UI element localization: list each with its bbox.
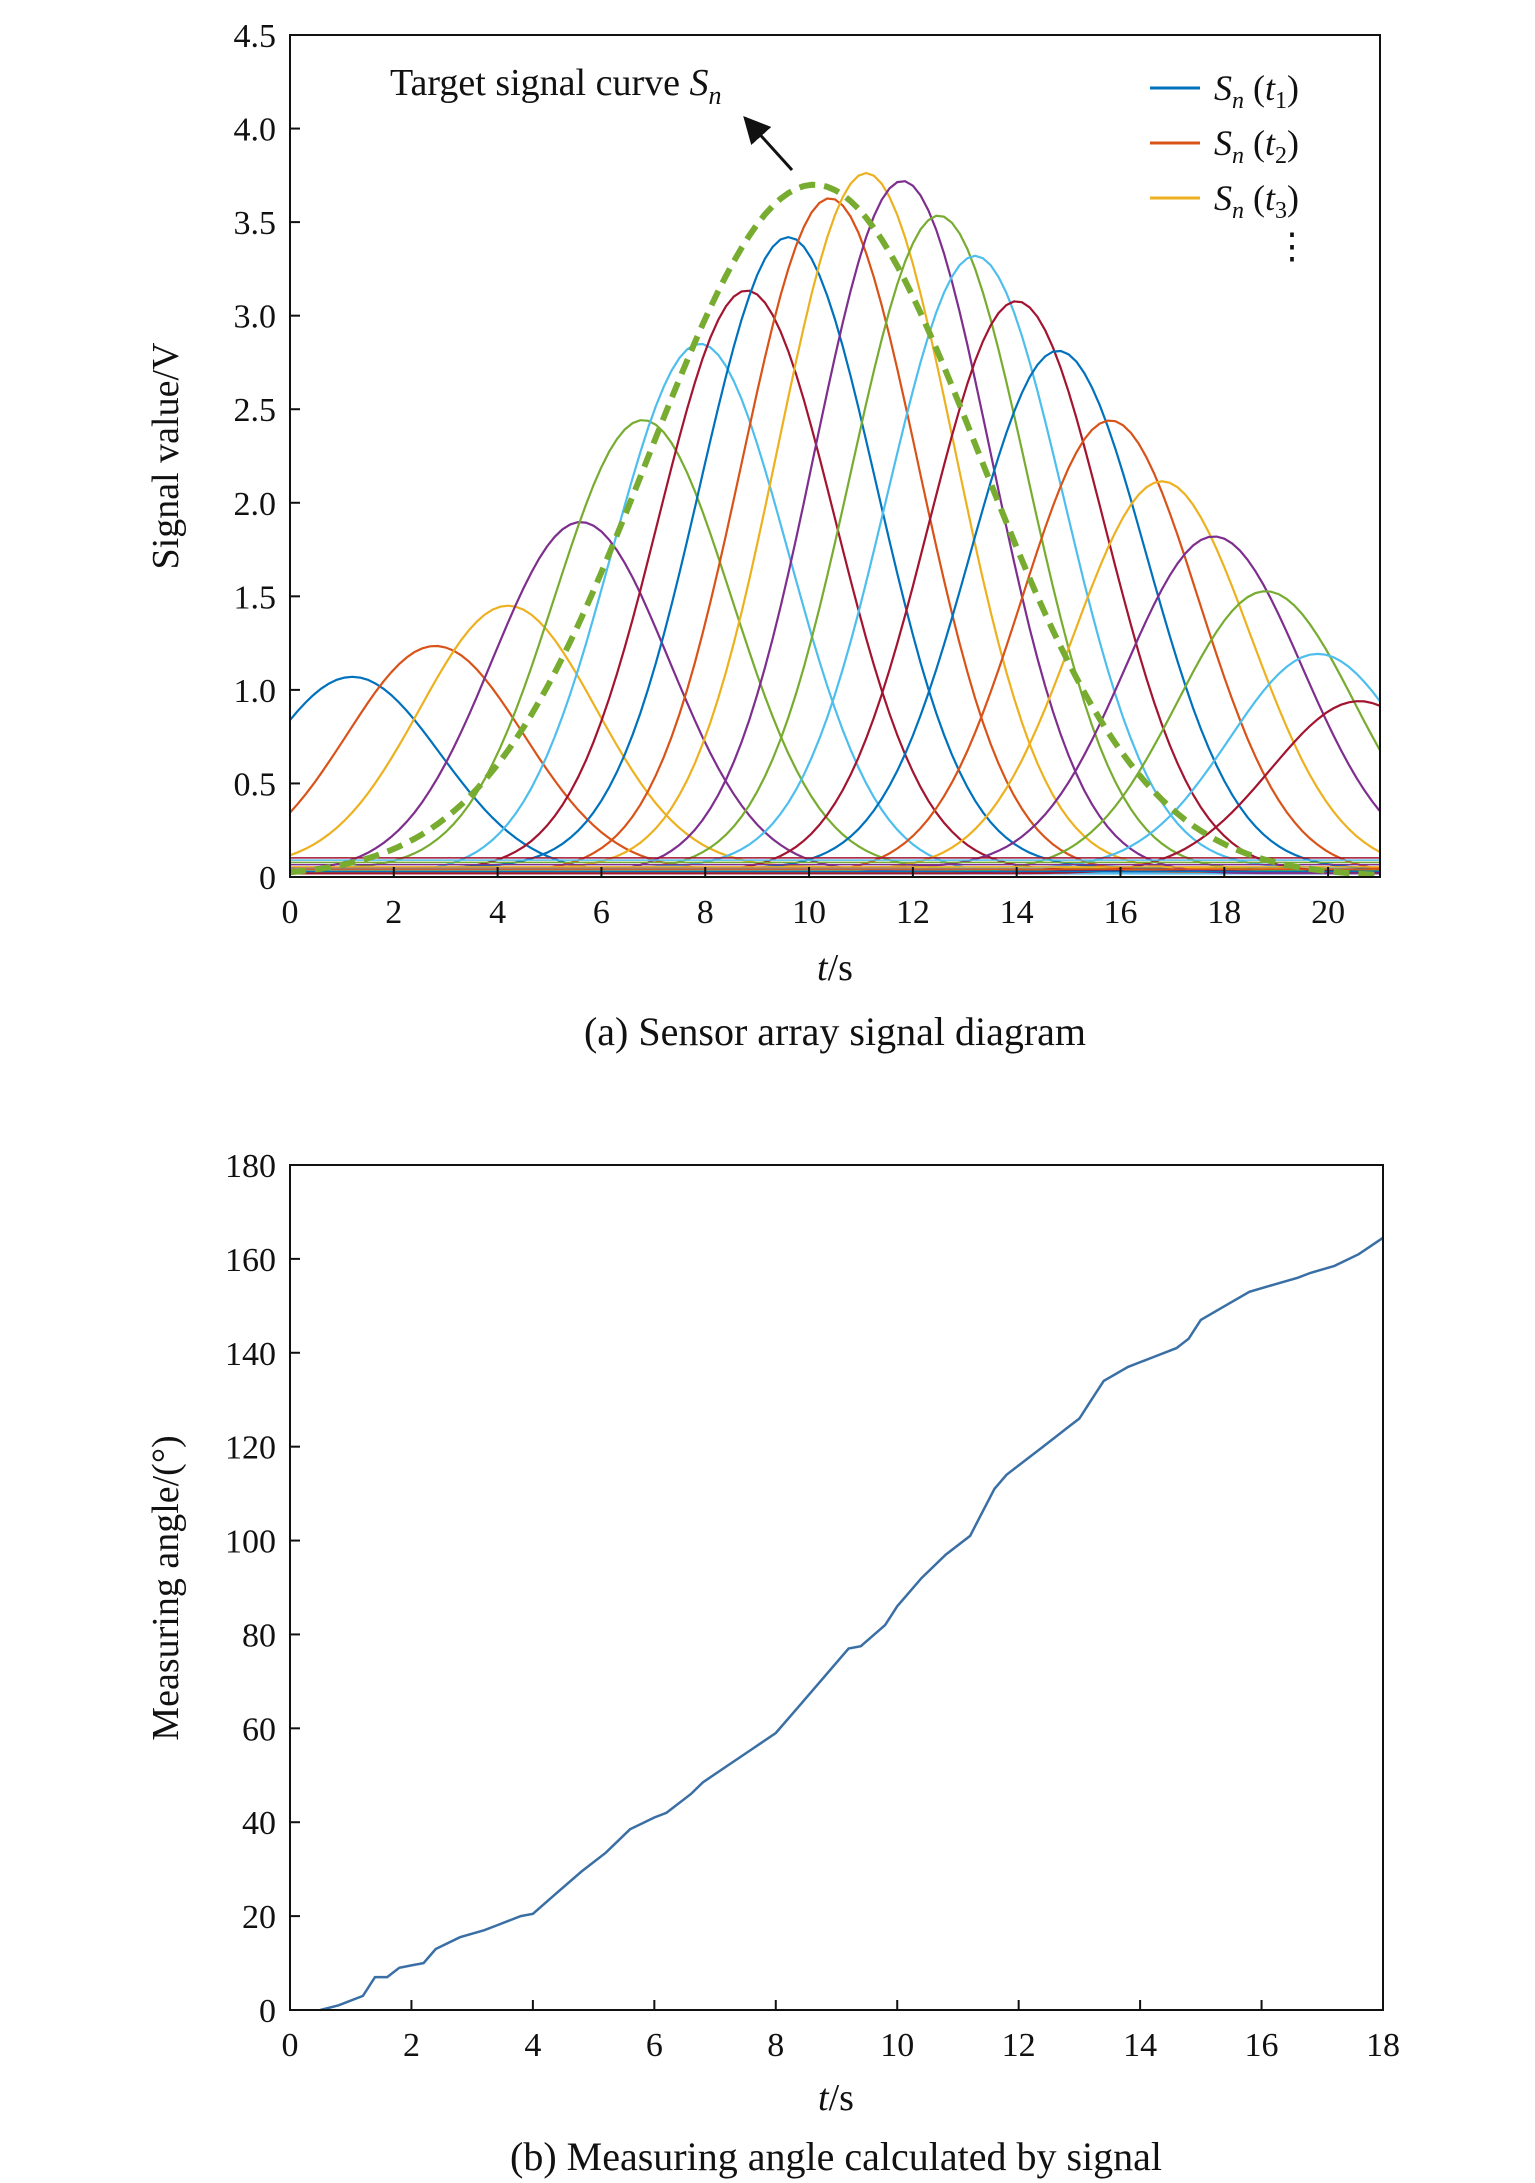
sensor-signal-line xyxy=(290,349,1381,871)
x-tick-label: 12 xyxy=(1002,2027,1036,2064)
chart-a-legend: Sn (t1) Sn (t2) Sn (t3) ⋮ xyxy=(1150,68,1310,266)
y-tick-label: 140 xyxy=(225,1336,276,1373)
y-tick-label: 0 xyxy=(259,1993,276,2030)
chart-a-caption: (a) Sensor array signal diagram xyxy=(584,1009,1086,1054)
x-tick-label: 10 xyxy=(880,2027,914,2064)
chart-a-annotation: Target signal curve Sn xyxy=(390,62,794,172)
chart-a-target-curve xyxy=(289,181,1381,878)
y-tick-label: 180 xyxy=(225,1148,276,1185)
legend-label-1: Sn (t1) xyxy=(1214,68,1299,114)
chart-a-series xyxy=(289,171,1381,875)
x-tick-label: 18 xyxy=(1207,894,1241,931)
legend-more: ⋮ xyxy=(1274,226,1310,266)
x-tick-label: 16 xyxy=(1103,894,1137,931)
x-tick-label: 0 xyxy=(282,2027,299,2064)
chart-b-ylabel: Measuring angle/(°) xyxy=(145,1435,187,1740)
y-tick-label: 40 xyxy=(242,1805,276,1842)
x-tick-label: 16 xyxy=(1245,2027,1279,2064)
x-tick-label: 4 xyxy=(489,894,506,931)
y-tick-label: 0 xyxy=(259,860,276,897)
x-tick-label: 18 xyxy=(1366,2027,1400,2064)
sensor-signal-line xyxy=(290,419,1381,875)
sensor-signal-line xyxy=(290,590,1381,873)
y-tick-label: 3.5 xyxy=(234,205,277,242)
x-tick-label: 2 xyxy=(403,2027,420,2064)
x-tick-label: 6 xyxy=(646,2027,663,2064)
y-tick-label: 4.0 xyxy=(234,112,277,149)
chart-b-frame xyxy=(289,1164,1384,2011)
chart-b-xlabel: t/s xyxy=(818,2077,854,2119)
x-tick-label: 14 xyxy=(1123,2027,1157,2064)
chart-a-ticks: 0 2 4 6 8 10 12 14 16 18 20 0 0.5 1.0 1.5 2.0 2.5 3.0 3.5 4… xyxy=(234,18,1346,931)
sensor-signal-line xyxy=(290,300,1380,873)
y-tick-label: 80 xyxy=(242,1617,276,1654)
sensor-signal-line xyxy=(290,535,1381,869)
sensor-signal-line xyxy=(289,289,1380,872)
x-tick-label: 12 xyxy=(896,894,930,931)
y-tick-label: 3.0 xyxy=(234,299,277,336)
x-tick-label: 20 xyxy=(1311,894,1345,931)
sensor-signal-line xyxy=(290,180,1380,875)
sensor-signal-line xyxy=(290,700,1381,875)
y-tick-label: 1.0 xyxy=(234,673,277,710)
y-tick-label: 0.5 xyxy=(234,766,277,803)
legend-label-3: Sn (t3) xyxy=(1214,178,1299,224)
y-tick-label: 2.0 xyxy=(234,486,277,523)
legend-label-2: Sn (t2) xyxy=(1214,123,1299,169)
y-tick-label: 20 xyxy=(242,1899,276,1936)
chart-a-xlabel: t/s xyxy=(817,947,853,989)
chart-a-ylabel: Signal value/V xyxy=(145,342,187,569)
y-tick-label: 120 xyxy=(225,1430,276,1467)
chart-b-series-line xyxy=(320,1236,1384,2012)
x-tick-label: 8 xyxy=(697,894,714,931)
sensor-signal-line xyxy=(290,342,1380,875)
x-tick-label: 8 xyxy=(767,2027,784,2064)
x-tick-label: 6 xyxy=(593,894,610,931)
chart-b-caption: (b) Measuring angle calculated by signal xyxy=(510,2134,1162,2179)
chart-b: 0 2 4 6 8 10 12 14 16 18020406080100120140160180 … xyxy=(145,1148,1400,2179)
y-tick-label: 100 xyxy=(225,1524,276,1561)
x-tick-label: 4 xyxy=(524,2027,541,2064)
y-tick-label: 4.5 xyxy=(234,18,277,55)
chart-a-annotation-arrow xyxy=(743,115,794,172)
x-tick-label: 10 xyxy=(792,894,826,931)
y-tick-label: 2.5 xyxy=(234,392,277,429)
x-tick-label: 2 xyxy=(385,894,402,931)
y-tick-label: 1.5 xyxy=(234,579,277,616)
chart-a-annotation-label: Target signal curve Sn xyxy=(390,62,721,110)
x-tick-label: 14 xyxy=(1000,894,1034,931)
chart-a: 0 2 4 6 8 10 12 14 16 18 20 0 0.5 1.0 1.5 2.0 2.5 3.0 3.5 4… xyxy=(145,18,1381,1054)
x-tick-label: 0 xyxy=(282,894,299,931)
sensor-signal-line xyxy=(290,254,1380,869)
y-tick-label: 160 xyxy=(225,1242,276,1279)
chart-a-frame xyxy=(289,34,1381,878)
y-tick-label: 60 xyxy=(242,1711,276,1748)
